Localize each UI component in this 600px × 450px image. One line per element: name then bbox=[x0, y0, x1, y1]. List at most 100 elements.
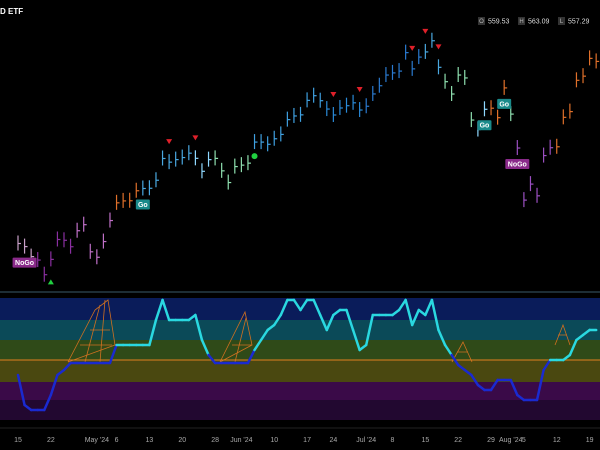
price-bar bbox=[17, 235, 21, 251]
signal-label-box bbox=[477, 120, 492, 131]
signal-label-text: NoGo bbox=[508, 161, 527, 168]
down-signal bbox=[166, 139, 173, 145]
price-bar bbox=[339, 99, 343, 115]
x-tick-label: 19 bbox=[586, 437, 594, 444]
price-bar bbox=[411, 60, 416, 76]
oscillator-segment bbox=[108, 343, 118, 365]
oscillator-segment bbox=[351, 328, 361, 352]
price-bar bbox=[161, 150, 166, 166]
signal-label-box bbox=[135, 199, 150, 210]
price-bar bbox=[56, 231, 61, 247]
price-bar bbox=[398, 63, 403, 79]
price-bar bbox=[372, 85, 376, 101]
quote-header: O 559.53 H 563.09 L 557.29 bbox=[478, 17, 590, 25]
price-bar bbox=[299, 106, 304, 122]
price-bar bbox=[536, 187, 541, 203]
price-bar bbox=[595, 53, 600, 69]
price-bar bbox=[319, 92, 324, 108]
quote-badge bbox=[478, 17, 485, 25]
oscillator-segment bbox=[562, 353, 572, 362]
price-bar bbox=[359, 102, 363, 118]
oscillator-segment bbox=[575, 333, 585, 342]
oscillator-segment bbox=[463, 368, 473, 377]
x-tick-label: 20 bbox=[178, 437, 186, 444]
quote-label: L bbox=[560, 19, 564, 25]
oscillator-segment bbox=[154, 298, 164, 322]
x-tick-label: 28 bbox=[211, 437, 219, 444]
signal-label-text: Go bbox=[499, 101, 509, 108]
x-tick-label: 6 bbox=[115, 437, 119, 444]
oscillator-segment bbox=[345, 308, 355, 332]
price-bar bbox=[221, 162, 225, 178]
price-bar bbox=[424, 43, 429, 59]
price-bar bbox=[451, 86, 455, 102]
oscillator-segment bbox=[443, 343, 453, 357]
price-bar bbox=[207, 151, 212, 167]
oscillator-segment bbox=[391, 308, 401, 317]
price-bar bbox=[23, 238, 28, 254]
price-bar bbox=[385, 67, 389, 83]
band bbox=[0, 382, 600, 400]
x-tick-label: 29 bbox=[487, 437, 495, 444]
x-tick-label: 12 bbox=[553, 437, 561, 444]
price-bar bbox=[273, 130, 278, 146]
price-bar bbox=[260, 134, 265, 150]
oscillator-segment bbox=[259, 328, 269, 342]
oscillator-segment bbox=[456, 363, 467, 372]
squeeze-grid bbox=[219, 310, 253, 363]
price-bar bbox=[326, 101, 330, 117]
price-bar bbox=[405, 44, 409, 60]
signal-label: Go bbox=[497, 98, 512, 109]
price-bar bbox=[115, 194, 120, 210]
price-bar bbox=[286, 111, 291, 127]
oscillator-segment bbox=[417, 308, 427, 317]
oscillator-segment bbox=[542, 358, 552, 372]
price-bar bbox=[253, 134, 258, 150]
price-bar bbox=[516, 140, 521, 156]
oscillator-segment bbox=[253, 338, 263, 352]
price-bar bbox=[89, 243, 94, 259]
price-bar bbox=[470, 112, 475, 128]
down-signal bbox=[356, 87, 363, 93]
up-signal bbox=[47, 279, 54, 285]
oscillator-segment bbox=[325, 313, 335, 332]
oscillator-segment bbox=[410, 308, 421, 327]
oscillator-segment bbox=[16, 373, 26, 407]
price-bar bbox=[483, 101, 488, 117]
x-tick-label: 15 bbox=[421, 437, 429, 444]
oscillator-segment bbox=[200, 338, 210, 357]
price-bar bbox=[352, 94, 357, 110]
price-bar bbox=[431, 32, 435, 48]
price-bar bbox=[293, 107, 297, 123]
oscillator-segment bbox=[62, 361, 72, 372]
price-bar bbox=[122, 192, 127, 208]
oscillator-segment bbox=[246, 348, 256, 365]
signal-label: Go bbox=[477, 120, 492, 131]
x-tick-label: 8 bbox=[391, 437, 395, 444]
price-bar bbox=[96, 249, 100, 265]
band bbox=[0, 320, 600, 340]
x-tick-label: 24 bbox=[329, 437, 337, 444]
oscillator-segment bbox=[364, 313, 375, 347]
x-tick-label: 22 bbox=[47, 437, 55, 444]
price-bar bbox=[378, 77, 383, 93]
signal-label-text: Go bbox=[480, 123, 490, 130]
dot-signal bbox=[251, 153, 258, 160]
price-bar bbox=[549, 139, 554, 155]
price-bar bbox=[418, 49, 422, 65]
price-bar bbox=[444, 73, 449, 89]
down-signal bbox=[192, 135, 199, 141]
oscillator-segment bbox=[56, 368, 66, 377]
oscillator-segment bbox=[404, 298, 414, 327]
oscillator-segment bbox=[266, 323, 276, 332]
oscillator-segment bbox=[535, 368, 545, 402]
oscillator-segment bbox=[437, 328, 447, 347]
signal-label: Go bbox=[135, 199, 150, 210]
oscillator-segment bbox=[509, 378, 519, 397]
price-bar bbox=[155, 172, 159, 188]
signal-label-text: NoGo bbox=[15, 260, 34, 267]
oscillator-segment bbox=[476, 383, 486, 392]
down-signal bbox=[409, 45, 416, 51]
price-bar bbox=[168, 154, 173, 170]
signal-label-box bbox=[12, 257, 37, 268]
